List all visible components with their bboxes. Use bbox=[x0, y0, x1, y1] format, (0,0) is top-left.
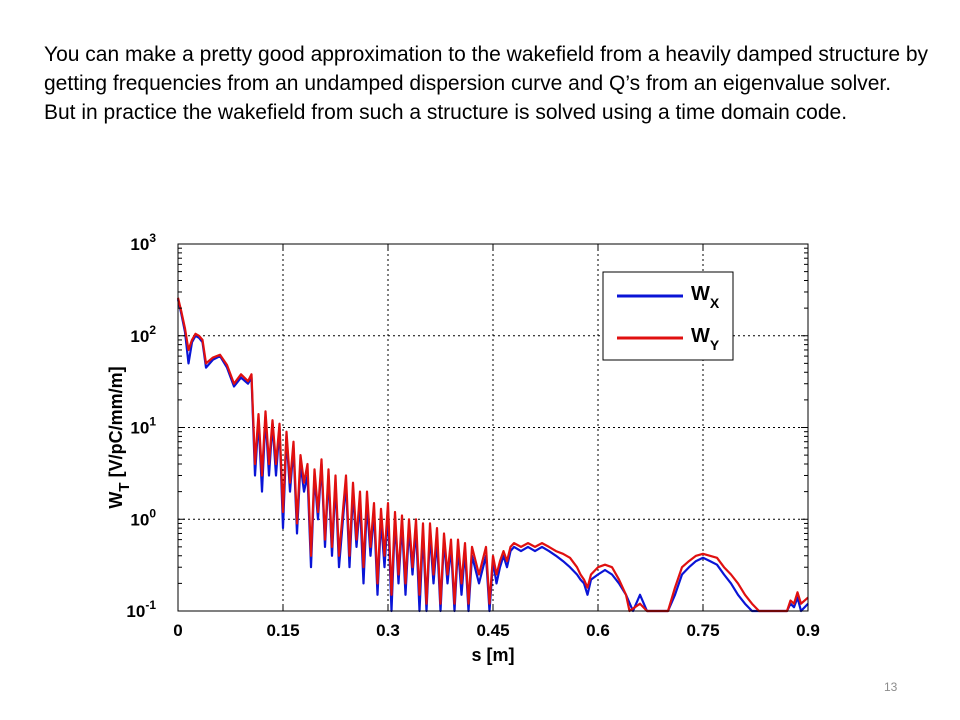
slide-text-block: You can make a pretty good approximation… bbox=[44, 40, 934, 127]
x-tick-label: 0.6 bbox=[586, 621, 610, 640]
series-line-wy bbox=[176, 297, 809, 613]
legend: WX WY bbox=[602, 271, 734, 361]
axis-labels: s [m] WT [V/pC/mm/m] bbox=[106, 366, 515, 665]
x-tick-label: 0.3 bbox=[376, 621, 400, 640]
x-tick-label: 0.15 bbox=[266, 621, 299, 640]
slide-paragraph-2: But in practice the wakefield from such … bbox=[44, 101, 848, 124]
y-tick-label: 100 bbox=[130, 506, 156, 529]
slide-paragraph-1: You can make a pretty good approximation… bbox=[44, 43, 929, 95]
x-axis-label: s [m] bbox=[471, 645, 514, 665]
legend-label-wx: WX bbox=[691, 283, 720, 311]
x-tick-label: 0.75 bbox=[686, 621, 719, 640]
y-tick-label: 103 bbox=[130, 231, 156, 254]
y-tick-label: 10-1 bbox=[126, 598, 156, 621]
series-lines bbox=[176, 297, 809, 613]
legend-box bbox=[602, 271, 734, 361]
y-tick-label: 102 bbox=[130, 323, 156, 346]
x-tick-label: 0.45 bbox=[476, 621, 509, 640]
legend-label-wy: WY bbox=[691, 325, 720, 353]
page-number: 13 bbox=[884, 680, 898, 694]
x-tick-label: 0 bbox=[173, 621, 182, 640]
y-tick-label: 101 bbox=[130, 415, 156, 438]
axis-ticks: 0 0.15 0.3 0.45 0.6 0.75 0.9 10-1 100 101 102 103 bbox=[126, 231, 819, 640]
x-tick-label: 0.9 bbox=[796, 621, 820, 640]
y-axis-label: WT [V/pC/mm/m] bbox=[106, 366, 133, 508]
